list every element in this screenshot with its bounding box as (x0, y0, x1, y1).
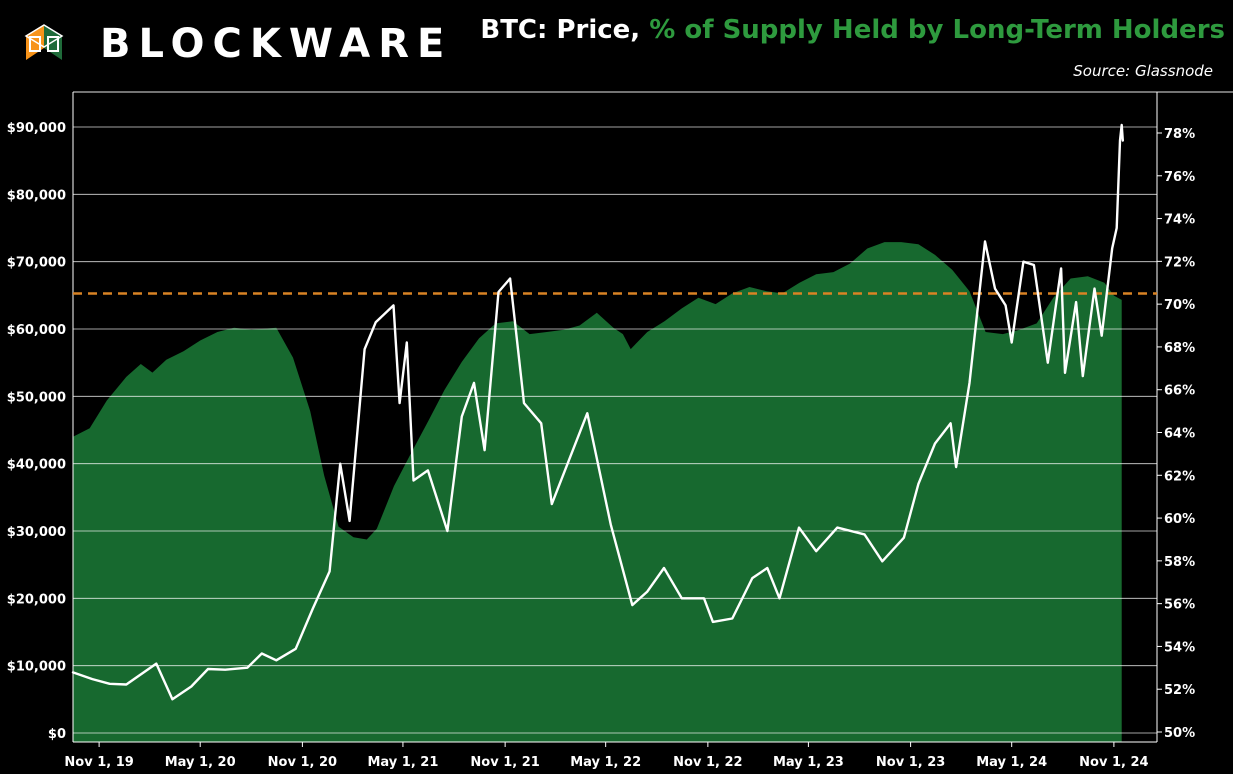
right-tick-label-2: 54% (1164, 640, 1195, 655)
x-tick-label-4: Nov 1, 21 (470, 755, 539, 770)
left-tick-label-8: $80,000 (7, 188, 66, 203)
brand-name: BLOCKWARE (100, 21, 452, 67)
right-tick-label-4: 58% (1164, 555, 1195, 570)
x-tick-label-1: May 1, 20 (165, 755, 236, 770)
right-tick-label-6: 62% (1164, 469, 1195, 484)
left-tick-label-4: $40,000 (7, 458, 66, 473)
x-tick-label-8: Nov 1, 23 (876, 755, 945, 770)
lth-supply-area (73, 242, 1122, 742)
right-tick-label-0: 50% (1164, 726, 1195, 741)
x-tick-label-7: May 1, 23 (773, 755, 844, 770)
chart-title-part1: BTC: Price, (480, 15, 649, 45)
right-tick-label-8: 66% (1164, 384, 1195, 399)
x-axis-ticks: Nov 1, 19 May 1, 20 Nov 1, 20 May 1, 21 Nov … (64, 742, 1149, 770)
left-tick-label-5: $50,000 (7, 390, 66, 405)
left-tick-label-3: $30,000 (7, 525, 66, 540)
plot-area (71, 91, 1233, 742)
x-tick-label-3: May 1, 21 (367, 755, 438, 770)
left-tick-label-6: $60,000 (7, 323, 66, 338)
left-tick-label-7: $70,000 (7, 256, 66, 271)
x-tick-label-2: Nov 1, 20 (268, 755, 337, 770)
right-tick-label-14: 78% (1164, 127, 1195, 142)
chart-title: BTC: Price, % of Supply Held by Long-Ter… (480, 15, 1225, 45)
right-tick-label-3: 56% (1164, 598, 1195, 613)
right-tick-label-12: 74% (1164, 213, 1195, 228)
blockware-cube-icon (24, 24, 64, 60)
right-tick-label-11: 72% (1164, 255, 1195, 270)
right-tick-label-13: 76% (1164, 170, 1195, 185)
right-tick-label-10: 70% (1164, 298, 1195, 313)
left-tick-label-2: $20,000 (7, 592, 66, 607)
right-axis-ticks: 50% 52% 54% 56% 58% 60% 62% 64% 66% 68% 70% 72% 74% 7… (1157, 127, 1195, 741)
x-tick-label-9: May 1, 24 (976, 755, 1047, 770)
left-tick-label-9: $90,000 (7, 121, 66, 136)
x-tick-label-0: Nov 1, 19 (64, 755, 133, 770)
right-tick-label-9: 68% (1164, 341, 1195, 356)
left-tick-label-0: $0 (48, 727, 66, 742)
right-tick-label-7: 64% (1164, 427, 1195, 442)
source-note: Source: Glassnode (1073, 62, 1213, 80)
chart-title-part2: % of Supply Held by Long-Term Holders (649, 15, 1225, 45)
x-tick-label-6: Nov 1, 22 (673, 755, 742, 770)
left-axis-ticks: $0 $10,000 $20,000 $30,000 $40,000 $50,000 $60… (7, 121, 66, 742)
right-tick-label-1: 52% (1164, 683, 1195, 698)
left-tick-label-1: $10,000 (7, 660, 66, 675)
btc-price-line (71, 123, 1124, 701)
x-tick-label-5: May 1, 22 (570, 755, 641, 770)
x-tick-label-10: Nov 1, 24 (1079, 755, 1148, 770)
right-tick-label-5: 60% (1164, 512, 1195, 527)
